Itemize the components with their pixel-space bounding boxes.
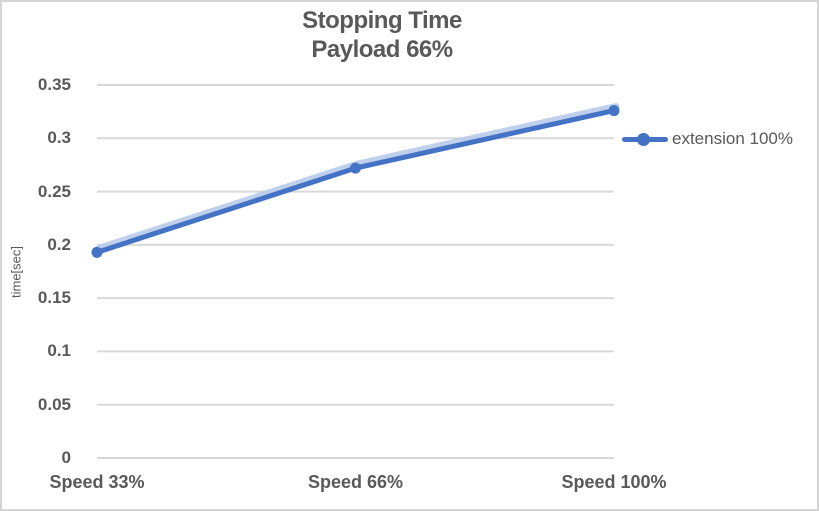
y-tick-label: 0.2 — [47, 234, 71, 254]
legend: extension 100% — [622, 127, 793, 151]
y-tick-label: 0.25 — [37, 181, 71, 201]
chart-title-line2: Payload 66% — [311, 36, 453, 63]
legend-line-marker-icon — [622, 132, 668, 146]
y-tick-label: 0.35 — [37, 75, 71, 94]
chart-title: Stopping Time Payload 66% — [2, 6, 762, 64]
x-category-label: Speed 100% — [561, 472, 667, 492]
legend-dot-icon — [637, 132, 650, 146]
legend-label: extension 100% — [672, 129, 793, 148]
y-tick-label: 0 — [61, 448, 71, 467]
x-category-label: Speed 66% — [307, 472, 404, 492]
y-tick-label: 0.3 — [47, 128, 71, 148]
data-point-marker — [91, 246, 103, 258]
series-line — [94, 108, 617, 255]
x-category-label: Speed 33% — [49, 472, 145, 492]
y-tick-label: 0.15 — [37, 288, 71, 308]
y-tick-label: 0.05 — [37, 394, 71, 414]
data-point-marker — [350, 162, 361, 174]
y-tick-label: 0.1 — [47, 341, 71, 361]
chart-title-line1: Stopping Time — [302, 7, 462, 34]
data-point-marker — [608, 105, 620, 117]
